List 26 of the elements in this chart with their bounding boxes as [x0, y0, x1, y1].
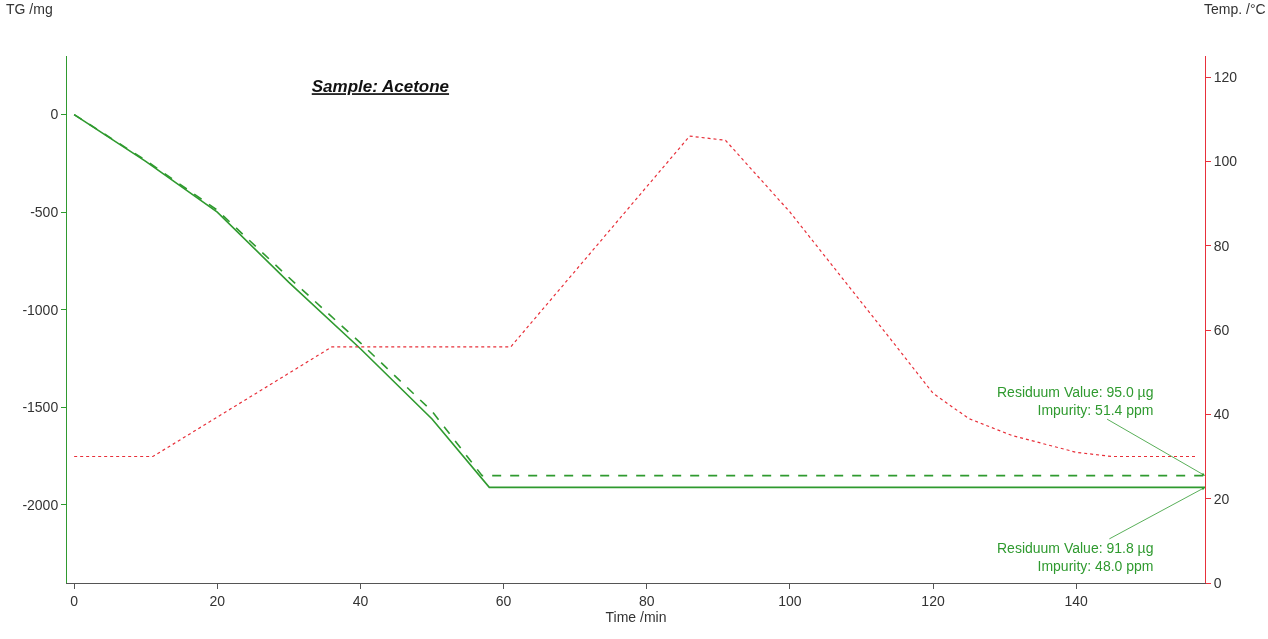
x-tick-label: 0 [70, 592, 79, 609]
x-tick-label: 80 [638, 592, 655, 609]
x-tick-label: 100 [778, 592, 802, 609]
x-tick-label: 60 [495, 592, 512, 609]
y2-tick-label: 120 [1213, 68, 1238, 85]
y-tick-label: -2000 [22, 496, 59, 513]
y-tick-label: 0 [50, 106, 59, 123]
y2-tick-label: 0 [1213, 574, 1222, 591]
x-tick-label: 120 [921, 592, 945, 609]
y2-tick-label: 80 [1213, 237, 1230, 254]
x-tick-label: 140 [1064, 592, 1089, 609]
y2-tick-label: 100 [1213, 153, 1238, 170]
y-tick-label: -1000 [22, 301, 59, 318]
y2-tick-label: 60 [1213, 321, 1230, 338]
annotation: Residuum Value: 95.0 µg Impurity: 51.4 ppm [997, 384, 1154, 419]
y-axis-title: TG /mg [6, 1, 53, 17]
x-axis-title: Time /min [605, 608, 667, 625]
x-tick-label: 20 [209, 592, 226, 609]
y2-tick-label: 20 [1213, 490, 1230, 507]
x-tick-label: 40 [352, 592, 369, 609]
y-tick-label: -1500 [22, 399, 59, 416]
y-tick-label: -500 [30, 204, 59, 221]
annotation: Residuum Value: 91.8 µg Impurity: 48.0 ppm [997, 540, 1154, 575]
text: Sample: Acetone [311, 77, 450, 97]
y2-tick-label: 40 [1213, 406, 1230, 423]
y2-axis-title: Temp. /°C [1204, 1, 1266, 17]
